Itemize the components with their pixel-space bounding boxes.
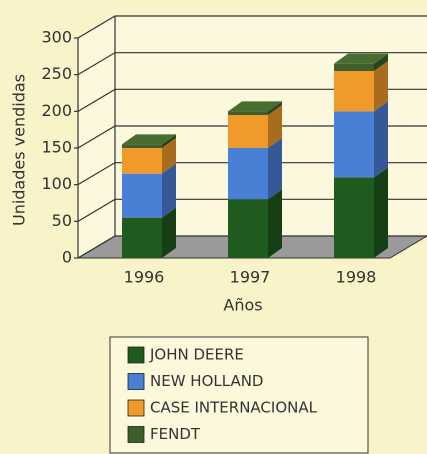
x-axis-label: Años <box>223 296 262 315</box>
x-tick-label: 1998 <box>336 268 377 287</box>
x-tick-label: 1996 <box>124 268 165 287</box>
legend-box <box>109 336 369 454</box>
bar-top <box>228 101 282 112</box>
y-tick-label: 250 <box>41 64 72 83</box>
bar-segment <box>334 71 374 112</box>
y-tick-label: 0 <box>62 248 72 267</box>
bar-segment <box>122 148 162 174</box>
legend-label: CASE INTERNACIONAL <box>150 399 318 417</box>
grid-line <box>77 162 427 186</box>
y-tick-label: 150 <box>41 138 72 157</box>
bar-side <box>268 101 282 115</box>
bar-segment <box>228 199 268 258</box>
legend-swatch <box>127 426 145 443</box>
grid-line <box>77 52 427 76</box>
bar-side <box>268 105 282 148</box>
bar-segment <box>228 115 268 148</box>
bar-segment <box>334 177 374 258</box>
bar-side <box>374 53 388 71</box>
grid-line <box>77 235 427 259</box>
y-axis-label: Unidades vendidas <box>10 74 29 226</box>
bar-segment <box>122 217 162 258</box>
grid-line <box>77 198 427 222</box>
legend-label: NEW HOLLAND <box>150 372 263 390</box>
bar-top <box>334 53 388 64</box>
bar-segment <box>228 111 268 115</box>
y-tick-label: 300 <box>41 28 72 47</box>
bar-top <box>122 134 176 145</box>
bar-side <box>162 163 176 218</box>
bar-side <box>374 101 388 178</box>
legend-swatch <box>127 373 145 390</box>
legend-label: FENDT <box>150 425 201 443</box>
bar-segment <box>228 148 268 200</box>
bar-side <box>162 207 176 258</box>
bar-side <box>162 138 176 174</box>
legend-swatch <box>127 399 145 417</box>
bar-segment <box>334 111 374 178</box>
x-tick-label: 1997 <box>230 268 271 287</box>
bar-side <box>162 134 176 148</box>
bar-side <box>268 138 282 200</box>
legend-swatch <box>127 346 145 364</box>
y-tick-label: 200 <box>41 101 72 120</box>
legend-label: JOHN DEERE <box>149 346 244 364</box>
bar-segment <box>334 63 374 71</box>
bar-side <box>268 189 282 258</box>
bar-segment <box>122 144 162 148</box>
bar-side <box>374 61 388 112</box>
y-tick-label: 50 <box>52 211 72 230</box>
grid-line <box>77 125 427 149</box>
grid-line <box>77 15 427 39</box>
grid-line <box>77 88 427 112</box>
y-tick-label: 100 <box>41 174 72 193</box>
bar-segment <box>122 173 162 218</box>
bar-side <box>374 167 388 258</box>
